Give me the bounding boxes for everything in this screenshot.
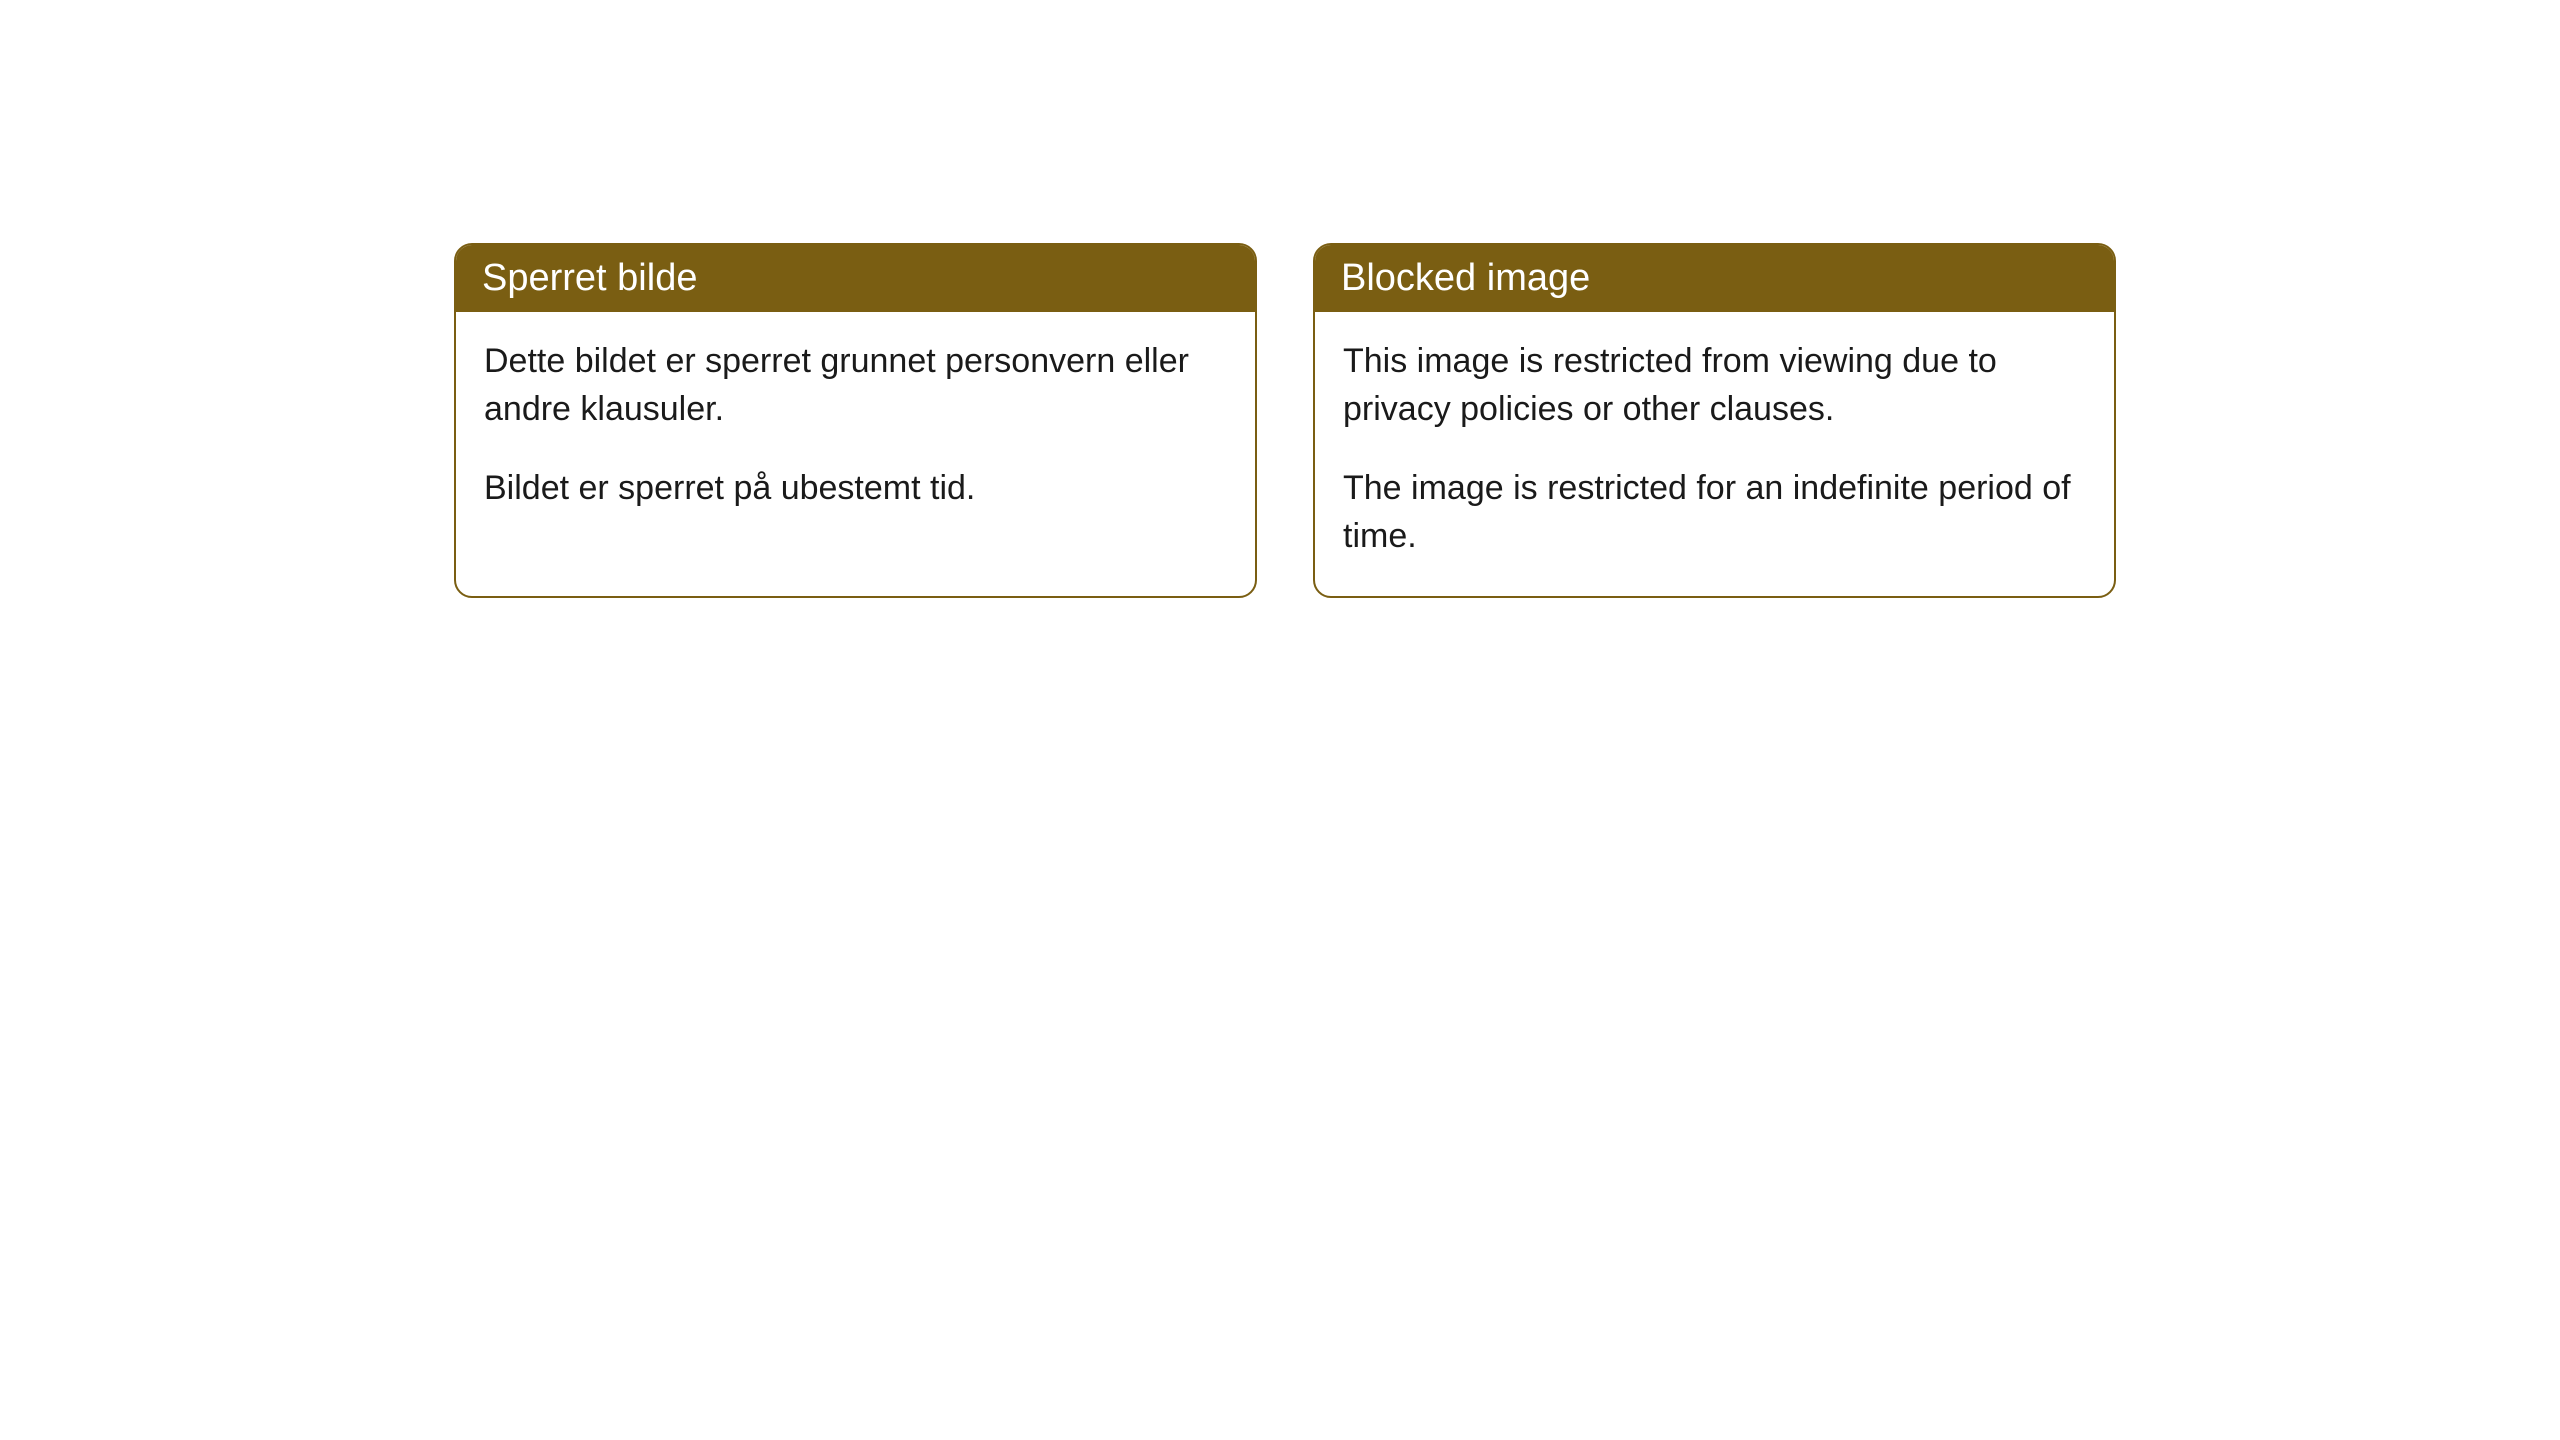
blocked-image-card-norwegian: Sperret bilde Dette bildet er sperret gr… [454,243,1257,598]
card-paragraph: This image is restricted from viewing du… [1343,338,2086,433]
card-title: Sperret bilde [482,257,697,299]
card-body: This image is restricted from viewing du… [1315,312,2114,596]
card-header: Sperret bilde [456,245,1255,312]
card-paragraph: Dette bildet er sperret grunnet personve… [484,338,1227,433]
card-paragraph: Bildet er sperret på ubestemt tid. [484,465,1227,513]
card-header: Blocked image [1315,245,2114,312]
cards-container: Sperret bilde Dette bildet er sperret gr… [454,243,2116,598]
card-paragraph: The image is restricted for an indefinit… [1343,465,2086,560]
blocked-image-card-english: Blocked image This image is restricted f… [1313,243,2116,598]
card-body: Dette bildet er sperret grunnet personve… [456,312,1255,549]
card-title: Blocked image [1341,257,1590,299]
